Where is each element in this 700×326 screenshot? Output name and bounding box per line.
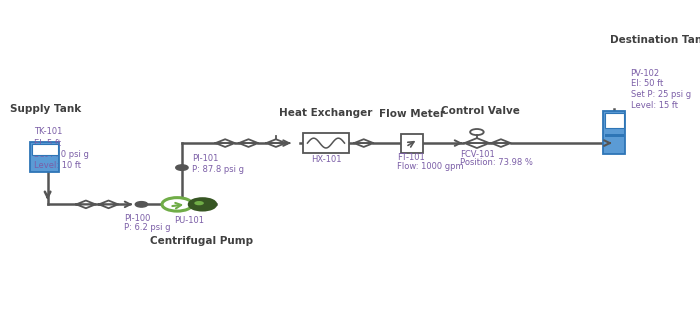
Bar [605,113,624,128]
Text: Supply Tank: Supply Tank [10,104,82,114]
Circle shape [176,165,188,170]
Text: Centrifugal Pump: Centrifugal Pump [150,236,253,246]
Text: El: 5 ft: El: 5 ft [34,139,61,148]
Text: HX-101: HX-101 [311,155,341,164]
Text: PU-101: PU-101 [174,216,204,225]
Text: Level: 15 ft: Level: 15 ft [631,101,678,110]
Bar [603,111,625,154]
Text: Destination Tank: Destination Tank [610,36,700,46]
Text: Flow: 1000 gpm: Flow: 1000 gpm [398,162,464,171]
Bar [303,133,349,153]
Bar [30,141,59,172]
Circle shape [162,198,193,211]
Bar [605,134,624,137]
Text: FT-101: FT-101 [398,153,425,162]
Text: TK-101: TK-101 [34,127,62,136]
Text: Control Valve: Control Valve [441,106,520,116]
Bar [401,134,423,153]
Text: PV-102: PV-102 [631,69,659,78]
Text: Flow Meter: Flow Meter [379,109,444,119]
Text: P: 6.2 psi g: P: 6.2 psi g [125,223,171,232]
Text: Level: 10 ft: Level: 10 ft [34,161,80,170]
Text: PI-101: PI-101 [193,155,218,163]
Circle shape [195,201,204,205]
Bar [32,144,58,156]
Text: El: 50 ft: El: 50 ft [631,80,663,88]
Circle shape [189,198,216,211]
Text: Position: 73.98 %: Position: 73.98 % [460,158,533,167]
Text: Heat Exchanger: Heat Exchanger [279,108,372,118]
Text: Set P: 25 psi g: Set P: 25 psi g [631,90,691,99]
Text: FCV-101: FCV-101 [460,150,494,159]
Text: PI-100: PI-100 [125,214,150,223]
Circle shape [135,201,148,207]
Text: P: 87.8 psi g: P: 87.8 psi g [193,165,244,174]
Text: Set P: 0 psi g: Set P: 0 psi g [34,150,89,159]
